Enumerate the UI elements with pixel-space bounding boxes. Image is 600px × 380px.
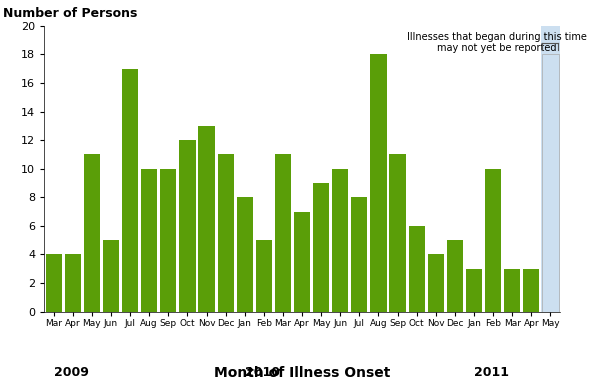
Bar — [504, 269, 520, 312]
Bar — [84, 154, 100, 312]
Bar — [313, 183, 329, 312]
Bar — [122, 69, 138, 312]
Bar — [103, 240, 119, 312]
Bar — [428, 255, 444, 312]
Bar — [218, 154, 234, 312]
Text: 2011: 2011 — [474, 366, 509, 379]
Text: 2009: 2009 — [53, 366, 89, 379]
Text: Number of Persons: Number of Persons — [3, 7, 137, 20]
Bar — [351, 197, 367, 312]
Bar — [141, 169, 157, 312]
Bar — [160, 169, 176, 312]
Bar — [466, 269, 482, 312]
Bar — [332, 169, 349, 312]
X-axis label: Month of Illness Onset: Month of Illness Onset — [214, 366, 390, 380]
Bar — [236, 197, 253, 312]
Bar — [294, 212, 310, 312]
Bar — [485, 169, 501, 312]
Bar — [447, 240, 463, 312]
Bar — [199, 126, 215, 312]
Bar — [523, 269, 539, 312]
Bar — [275, 154, 291, 312]
Text: 2010: 2010 — [245, 366, 280, 379]
Bar — [179, 140, 196, 312]
Bar — [409, 226, 425, 312]
Bar — [256, 240, 272, 312]
Bar — [541, 26, 560, 312]
Bar — [370, 54, 386, 312]
Text: Illnesses that began during this time
may not yet be reported: Illnesses that began during this time ma… — [407, 32, 587, 53]
Bar — [65, 255, 81, 312]
Bar — [389, 154, 406, 312]
Bar — [542, 54, 559, 312]
Bar — [46, 255, 62, 312]
